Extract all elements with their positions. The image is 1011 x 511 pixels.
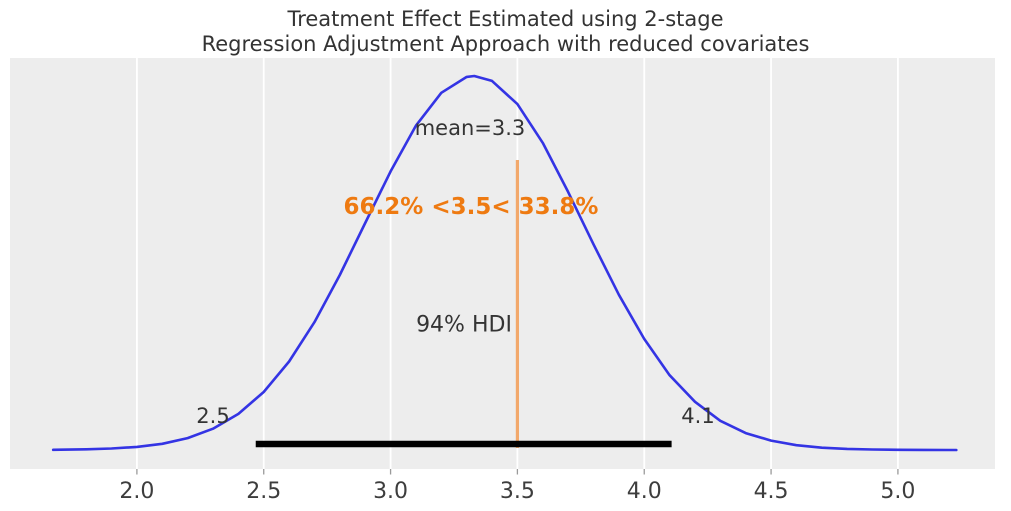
- x-tick-label: 2.5: [246, 479, 281, 504]
- x-tick-label: 4.0: [627, 479, 662, 504]
- x-tick-label: 3.5: [500, 479, 535, 504]
- hdi-label: 94% HDI: [416, 312, 512, 338]
- hdi-upper-value-label: 4.1: [681, 404, 715, 428]
- chart-title-line1: Treatment Effect Estimated using 2-stage: [287, 7, 724, 31]
- chart-title-line2: Regression Adjustment Approach with redu…: [201, 32, 810, 56]
- ref-value-percentages-annotation: 66.2% <3.5< 33.8%: [343, 194, 599, 220]
- x-tick-label: 4.5: [754, 479, 789, 504]
- hdi-lower-value-label: 2.5: [196, 404, 230, 428]
- kde-curve: [51, 74, 958, 452]
- plot-area: [10, 58, 995, 469]
- x-tick-label: 2.0: [119, 479, 154, 504]
- x-tick-label: 5.0: [880, 479, 915, 504]
- x-tick-label: 3.0: [373, 479, 408, 504]
- mean-annotation: mean=3.3: [414, 116, 526, 140]
- chart-title: Treatment Effect Estimated using 2-stage…: [0, 7, 1011, 57]
